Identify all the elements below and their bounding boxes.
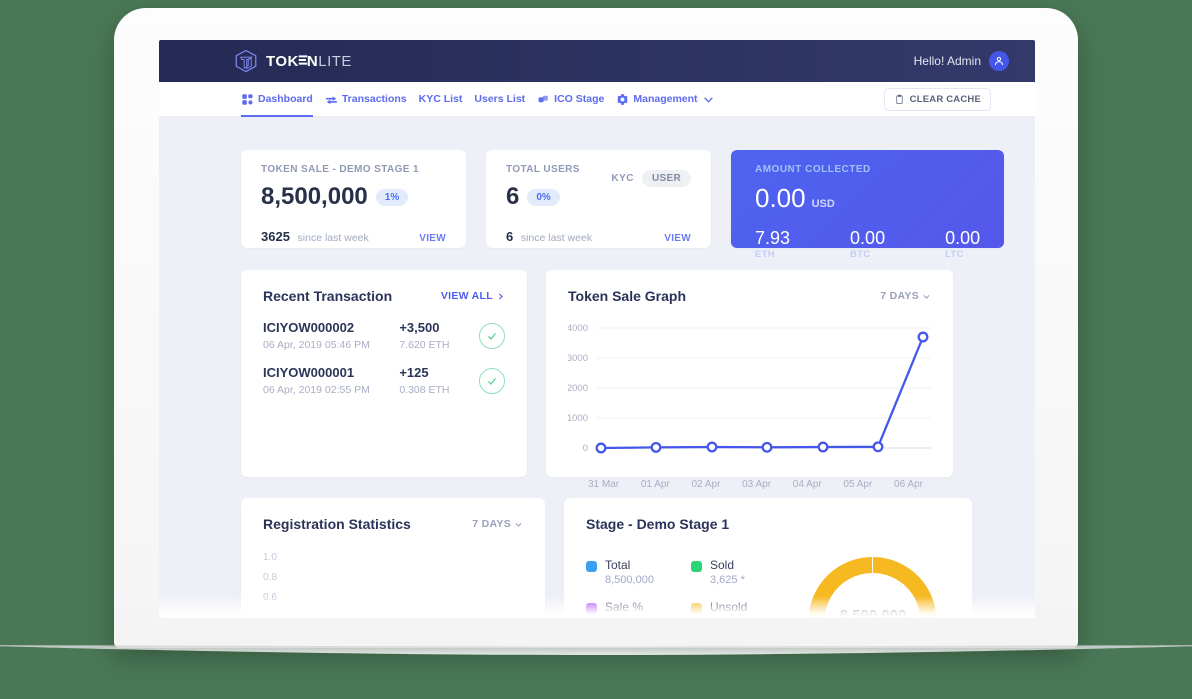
- svg-text:3000: 3000: [568, 353, 588, 364]
- svg-text:2000: 2000: [568, 383, 588, 394]
- svg-text:0: 0: [583, 443, 588, 454]
- svg-text:4000: 4000: [568, 323, 588, 334]
- svg-text:1000: 1000: [568, 413, 588, 424]
